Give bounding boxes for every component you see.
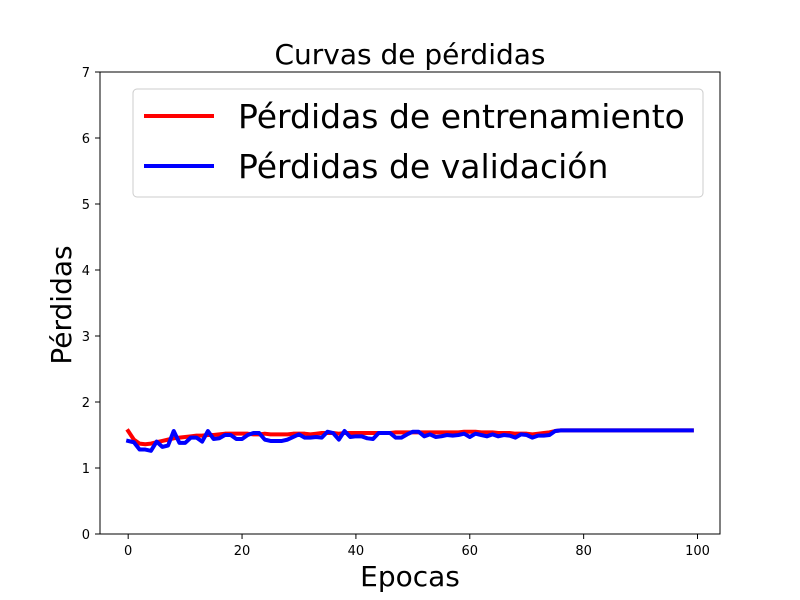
x-tick-label: 40 (348, 544, 365, 559)
y-tick-label: 5 (82, 198, 90, 213)
y-axis-title: Pérdidas (45, 245, 78, 364)
x-tick-label: 80 (575, 544, 592, 559)
legend-label-validation: Pérdidas de validación (238, 147, 608, 186)
legend-label-training: Pérdidas de entrenamiento (238, 97, 685, 136)
x-tick-label: 100 (685, 544, 710, 559)
legend: Pérdidas de entrenamiento Pérdidas de va… (132, 88, 704, 198)
plot-frame (99, 71, 721, 535)
series-layer (125, 428, 694, 453)
y-tick-label: 0 (82, 528, 90, 543)
x-axis-title: Epocas (360, 560, 460, 593)
x-tick-label: 20 (234, 544, 251, 559)
y-tick-label: 7 (82, 66, 90, 81)
validation-loss-line (125, 428, 694, 453)
x-tick-label: 0 (124, 544, 132, 559)
x-axis: 0 20 40 60 80 100 (124, 534, 710, 559)
y-axis: 0 1 2 3 4 5 6 7 (82, 66, 100, 543)
y-tick-label: 2 (82, 396, 90, 411)
y-tick-label: 1 (82, 462, 90, 477)
y-tick-label: 6 (82, 132, 90, 147)
y-tick-label: 3 (82, 330, 90, 345)
legend-frame (132, 88, 704, 198)
y-tick-label: 4 (82, 264, 90, 279)
chart-title: Curvas de pérdidas (274, 38, 545, 71)
x-tick-label: 60 (462, 544, 479, 559)
